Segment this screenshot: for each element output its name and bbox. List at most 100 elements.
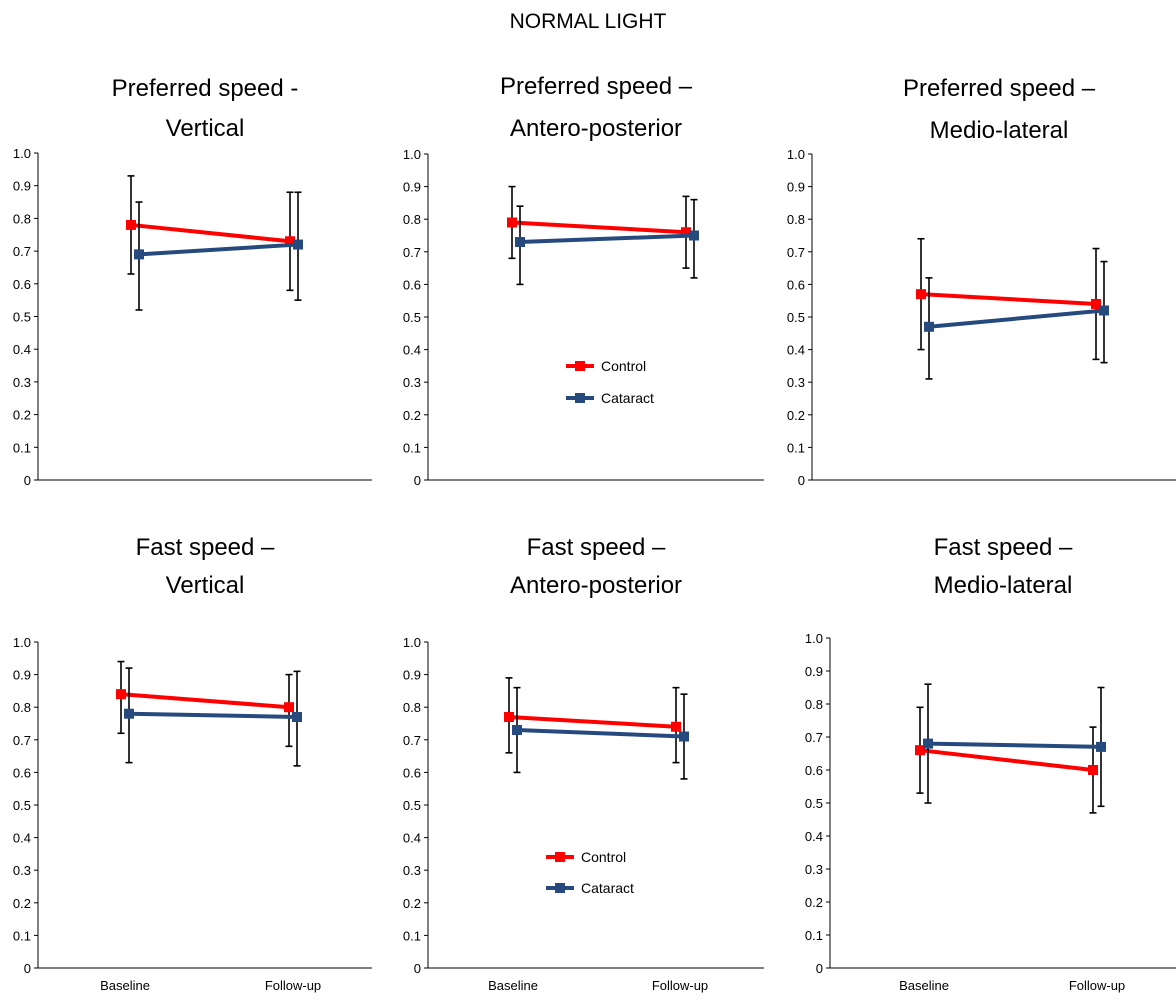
data-point-control xyxy=(915,745,925,756)
data-point-cataract xyxy=(124,708,134,719)
chart-title-line: Preferred speed - xyxy=(112,75,299,102)
y-tick-label: 0 xyxy=(414,473,421,488)
y-tick-label: 0.2 xyxy=(787,408,805,423)
y-tick-label: 0.2 xyxy=(13,896,31,911)
y-tick-label: 0.8 xyxy=(805,697,823,712)
x-tick-label: Baseline xyxy=(100,978,150,993)
y-tick-label: 0.2 xyxy=(13,408,31,423)
y-tick-label: 0.9 xyxy=(13,668,31,683)
data-point-control xyxy=(116,689,126,700)
y-tick-label: 0.2 xyxy=(403,896,421,911)
chart-title-line: Vertical xyxy=(166,572,245,599)
y-tick-label: 0 xyxy=(24,961,31,976)
series-line-control xyxy=(508,714,677,729)
y-tick-label: 0.3 xyxy=(403,863,421,878)
y-tick-label: 0.5 xyxy=(805,796,823,811)
data-point-control xyxy=(284,702,294,713)
data-point-control xyxy=(126,219,136,230)
data-point-cataract xyxy=(1099,305,1109,316)
chart-panel-5: Fast speed – Antero-posterior 0 0.1 0.2 0.3 0.… xyxy=(403,534,764,993)
y-tick-label: 0.3 xyxy=(787,375,805,390)
legend-label: Control xyxy=(601,358,646,374)
data-point-control xyxy=(507,217,517,228)
chart-panel-1: Preferred speed - Vertical 0 0.1 0.2 0.3 0.4 0.… xyxy=(13,75,372,488)
data-point-control xyxy=(1091,298,1101,309)
y-tick-label: 0.9 xyxy=(787,180,805,195)
series-line-cataract xyxy=(928,308,1105,329)
y-tick-label: 0.6 xyxy=(13,277,31,292)
legend-swatch-marker xyxy=(575,393,585,403)
data-point-control xyxy=(916,289,926,300)
chart-title-line: Medio-lateral xyxy=(930,117,1069,144)
legend-swatch-marker xyxy=(555,852,565,862)
y-tick-label: 0.7 xyxy=(403,245,421,260)
legend-item-cataract: Cataract xyxy=(566,390,654,406)
data-point-cataract xyxy=(512,725,522,736)
y-tick-label: 0.9 xyxy=(805,664,823,679)
chart-title-line: Fast speed – xyxy=(527,534,666,561)
legend-item-control: Control xyxy=(566,358,646,374)
legend-item-cataract: Cataract xyxy=(546,880,634,896)
chart-panel-4: Fast speed – Vertical 0 0.1 0.2 0.3 0.4 0.5 0.6 0… xyxy=(13,534,372,993)
y-tick-label: 0.5 xyxy=(403,798,421,813)
data-point-cataract xyxy=(924,321,934,332)
chart-title-line: Antero-posterior xyxy=(510,115,682,142)
series-line-control xyxy=(919,748,1094,772)
y-tick-label: 0.5 xyxy=(13,798,31,813)
series-line-cataract xyxy=(927,741,1102,749)
y-tick-label: 0.7 xyxy=(805,730,823,745)
series-line-control xyxy=(130,222,291,244)
y-tick-label: 0.1 xyxy=(805,928,823,943)
y-tick-label: 1.0 xyxy=(787,147,805,162)
data-point-cataract xyxy=(923,738,933,749)
legend: Control Cataract xyxy=(566,358,654,406)
y-tick-label: 0.3 xyxy=(13,863,31,878)
figure-title: NORMAL LIGHT xyxy=(509,10,667,33)
y-tick-label: 0.3 xyxy=(403,375,421,390)
y-tick-label: 1.0 xyxy=(403,147,421,162)
y-tick-label: 0.9 xyxy=(403,180,421,195)
y-tick-label: 0.4 xyxy=(805,829,823,844)
chart-title-line: Antero-posterior xyxy=(510,572,682,599)
data-point-cataract xyxy=(293,239,303,250)
data-point-control xyxy=(671,721,681,732)
chart-title-line: Preferred speed – xyxy=(500,73,693,100)
series-line-control xyxy=(120,692,290,710)
data-point-cataract xyxy=(134,249,144,260)
y-tick-label: 0.7 xyxy=(787,245,805,260)
y-tick-label: 0 xyxy=(414,961,421,976)
legend-label: Cataract xyxy=(601,390,654,406)
y-tick-label: 0.4 xyxy=(13,342,31,357)
data-point-control xyxy=(1088,765,1098,775)
y-tick-label: 0.4 xyxy=(787,343,805,358)
series-line-cataract xyxy=(516,728,685,739)
x-tick-label: Follow-up xyxy=(265,978,321,993)
legend-label: Control xyxy=(581,849,626,865)
y-tick-label: 0.2 xyxy=(805,895,823,910)
y-tick-label: 0.3 xyxy=(13,375,31,390)
series-line-control xyxy=(511,220,687,235)
chart-panel-3: Preferred speed – Medio-lateral 0 0.1 0.2 0.3… xyxy=(787,75,1176,488)
chart-title-line: Medio-lateral xyxy=(934,572,1073,599)
x-tick-label: Baseline xyxy=(899,978,949,993)
chart-panel-2: Preferred speed – Antero-posterior 0 0.1 0.2… xyxy=(403,73,764,488)
y-tick-label: 0.5 xyxy=(403,310,421,325)
data-point-control xyxy=(504,711,514,722)
y-tick-label: 0 xyxy=(798,473,805,488)
x-tick-label: Follow-up xyxy=(652,978,708,993)
y-tick-label: 1.0 xyxy=(13,635,31,650)
series-line-control xyxy=(920,292,1097,306)
y-tick-label: 1.0 xyxy=(805,631,823,646)
y-tick-label: 0.5 xyxy=(13,310,31,325)
chart-panel-6: Fast speed – Medio-lateral 0 0.1 0.2 0.3 0.4 0.… xyxy=(805,534,1176,993)
y-tick-label: 0.7 xyxy=(13,733,31,748)
y-tick-label: 0.8 xyxy=(13,700,31,715)
y-tick-label: 0.4 xyxy=(403,831,421,846)
data-point-control xyxy=(285,236,295,247)
y-tick-label: 0.1 xyxy=(787,440,805,455)
chart-title-line: Preferred speed – xyxy=(903,75,1096,102)
y-tick-label: 0.6 xyxy=(13,765,31,780)
y-tick-label: 0.2 xyxy=(403,408,421,423)
y-tick-label: 0.8 xyxy=(787,212,805,227)
